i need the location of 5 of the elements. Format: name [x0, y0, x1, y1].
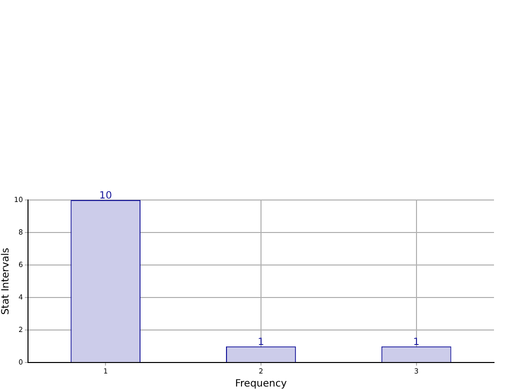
- data-label: 10: [99, 190, 112, 202]
- data-label: 1: [413, 336, 420, 348]
- x-axis-title: Frequency: [235, 378, 287, 390]
- y-axis-title: Stat Intervals: [0, 248, 12, 315]
- data-label: 1: [258, 336, 264, 348]
